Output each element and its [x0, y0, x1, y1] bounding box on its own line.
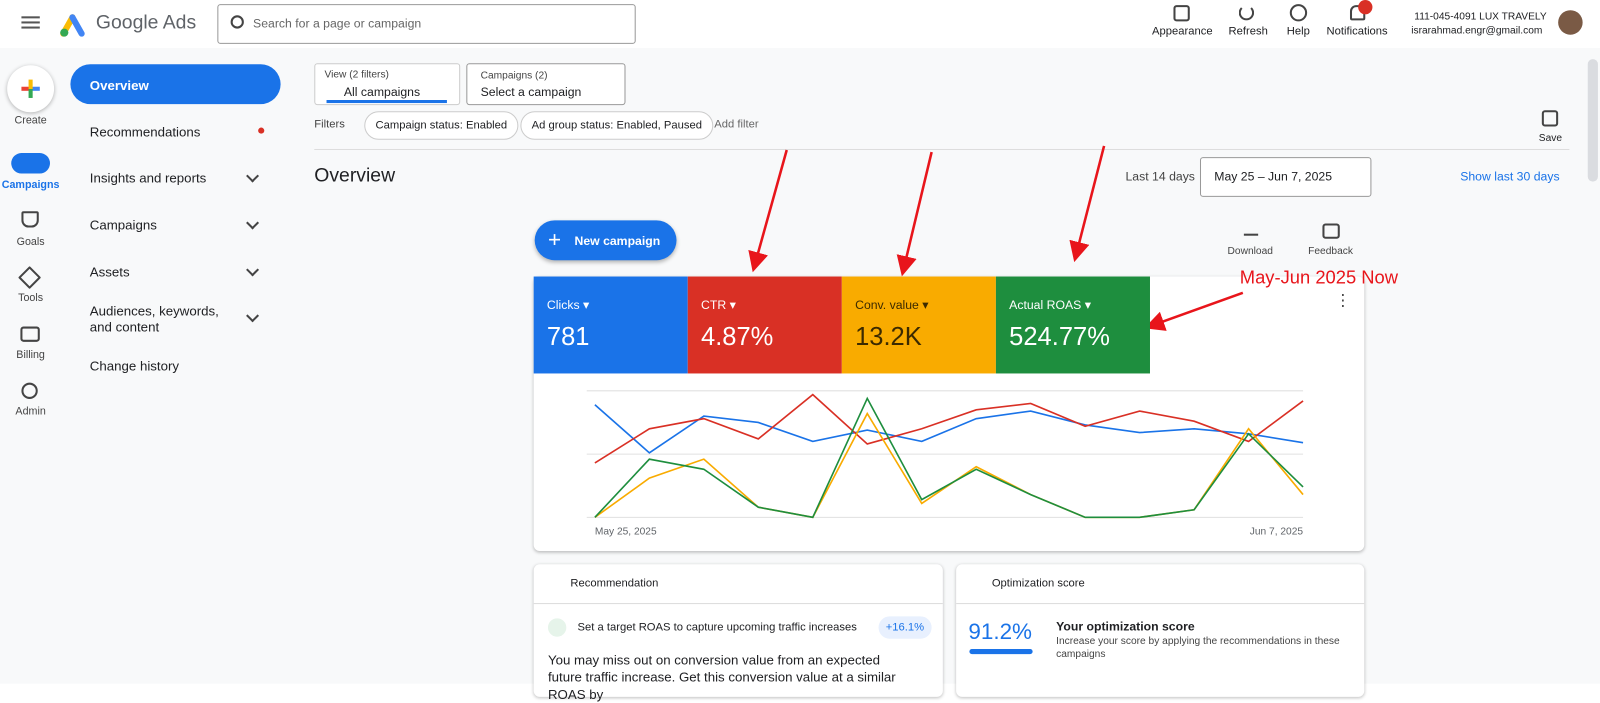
download[interactable]: Download: [1227, 245, 1273, 258]
card-title: Recommendation: [570, 577, 659, 590]
score-text: Increase your score by applying the reco…: [1056, 635, 1340, 661]
series-line: [594, 404, 1304, 454]
metric-value: 4.87%: [701, 322, 774, 352]
new-campaign-button[interactable]: [534, 220, 677, 261]
show-last[interactable]: Show last 30 days: [1460, 169, 1560, 184]
action[interactable]: Refresh: [1228, 25, 1268, 38]
search-box[interactable]: [217, 4, 636, 44]
account-email: israrahmad.engr@gmail.com: [1411, 25, 1543, 37]
x-tick-label: Jun 7, 2025: [1250, 527, 1304, 538]
plus: +: [547, 226, 562, 253]
nav-item[interactable]: Change history: [89, 358, 180, 374]
product-name: Google Ads: [95, 12, 197, 34]
nav-item[interactable]: Insights and reports: [89, 170, 207, 186]
metric-name: CTR ▾: [701, 297, 736, 313]
badge: +16.1%: [878, 616, 932, 639]
menu-button[interactable]: [21, 16, 40, 19]
nav-item[interactable]: Audiences, keywords, and content: [89, 303, 219, 335]
filter-chip[interactable]: Campaign status: Enabled: [364, 111, 519, 140]
divider: [314, 148, 1570, 150]
card-title: Optimization score: [991, 577, 1085, 590]
alert-badge: [1358, 0, 1373, 15]
rail-item[interactable]: Goals: [16, 235, 45, 248]
optimization-card: [956, 564, 1365, 697]
date-select[interactable]: [1199, 157, 1372, 197]
metric-tile[interactable]: Actual ROAS ▾ 524.77%: [995, 276, 1150, 374]
nav-item[interactable]: Assets: [89, 264, 130, 280]
recommendation-card: [533, 564, 943, 697]
icon: [1289, 4, 1308, 22]
arrows: [748, 145, 1244, 331]
account-id: 111-045-4091 LUX TRAVELY: [1414, 11, 1547, 23]
nav-item[interactable]: Overview: [89, 77, 149, 93]
icon: [1243, 233, 1259, 236]
view-value: All campaigns: [343, 84, 421, 99]
campaign-select[interactable]: [466, 63, 626, 106]
campaigns-pill: [11, 153, 50, 174]
divider: [956, 603, 1365, 605]
date-range: May 25 – Jun 7, 2025: [1214, 169, 1333, 184]
score-bar: [969, 648, 1033, 655]
score: 91.2%: [968, 618, 1033, 644]
metric-tile[interactable]: Conv. value ▾ 13.2K: [841, 276, 996, 374]
icon: [21, 211, 39, 228]
metric-name: Clicks ▾: [546, 297, 590, 313]
scrollbar[interactable]: [1587, 59, 1598, 182]
overlay: May 25, 2025 Jun 7, 2025: [586, 145, 1304, 538]
icon: [547, 618, 567, 637]
logo: [60, 14, 85, 37]
nav-item[interactable]: Recommendations: [89, 124, 201, 140]
icon: [1173, 5, 1190, 22]
filters-label: Filters: [314, 118, 345, 131]
series-line: [594, 396, 1304, 519]
divider: [533, 603, 943, 605]
save[interactable]: Save: [1538, 132, 1563, 144]
metric-name: Actual ROAS ▾: [1009, 297, 1091, 313]
rail-item[interactable]: Create: [14, 114, 47, 127]
new-campaign-label: New campaign: [574, 233, 661, 248]
page-title: Overview: [314, 165, 396, 187]
add-filter[interactable]: Add filter: [714, 118, 759, 131]
nav-item[interactable]: Campaigns: [89, 217, 157, 233]
view-label: View (2 filters): [324, 69, 389, 81]
rail-item[interactable]: Campaigns: [1, 178, 60, 191]
icon: [1322, 223, 1340, 239]
rail-item[interactable]: Admin: [15, 405, 46, 418]
x-tick-label: May 25, 2025: [595, 527, 657, 538]
range-label: Last 14 days: [1125, 169, 1195, 184]
plus-icon: [28, 79, 33, 98]
rec-item[interactable]: Set a target ROAS to capture upcoming tr…: [577, 621, 857, 634]
campaign-value: Select a campaign: [480, 84, 582, 99]
action[interactable]: Appearance: [1152, 25, 1213, 38]
metric-value: 13.2K: [855, 322, 922, 352]
metric-name: Conv. value ▾: [855, 297, 929, 313]
search-placeholder: Search for a page or campaign: [253, 16, 422, 31]
rail-item[interactable]: Billing: [16, 348, 45, 362]
nav-dot: [258, 127, 265, 134]
series-line: [594, 393, 1304, 464]
metric-value: 781: [546, 322, 590, 352]
search-icon: [230, 15, 244, 29]
campaign-label: Campaigns (2): [480, 70, 548, 82]
feedback[interactable]: Feedback: [1308, 245, 1353, 258]
view-select[interactable]: [314, 63, 461, 106]
annotation: May-Jun 2025 Now: [1239, 267, 1399, 288]
rail-item[interactable]: Tools: [18, 291, 44, 305]
metric-tile[interactable]: Clicks ▾ 781: [533, 276, 688, 374]
filter-chip[interactable]: Ad group status: Enabled, Paused: [520, 111, 714, 140]
icon: [1541, 110, 1559, 127]
underline: [326, 99, 447, 104]
nav-active[interactable]: [70, 64, 281, 105]
metric-value: 524.77%: [1009, 322, 1110, 352]
icon: [21, 382, 38, 399]
avatar[interactable]: [1558, 10, 1583, 35]
action[interactable]: Notifications: [1326, 25, 1388, 38]
icon: [20, 326, 40, 342]
metric-tile[interactable]: CTR ▾ 4.87%: [687, 276, 842, 374]
score-heading: Your optimization score: [1056, 619, 1195, 634]
action[interactable]: Help: [1286, 25, 1310, 38]
icon: [1238, 5, 1255, 21]
